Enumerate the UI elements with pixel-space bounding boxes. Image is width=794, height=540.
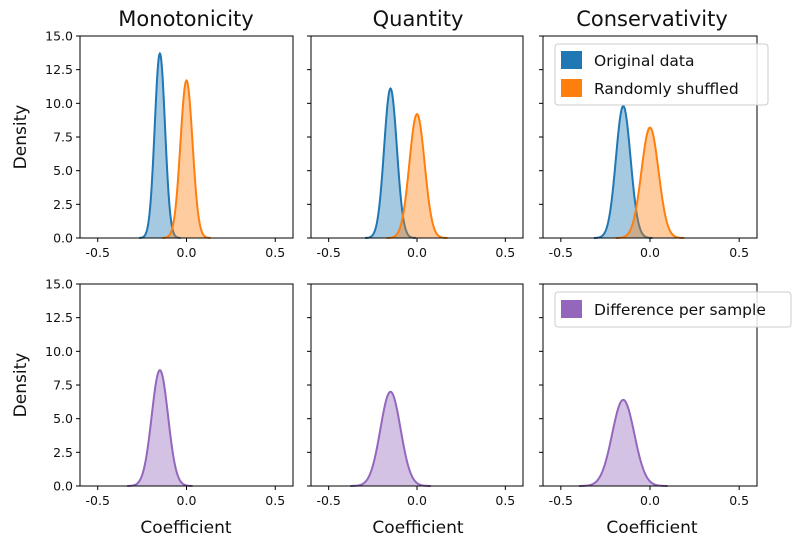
y-tick-label: 15.0 (45, 29, 73, 44)
density-line-shuffled (615, 126, 685, 239)
density-line-original (593, 104, 653, 239)
x-tick-label: 0.5 (265, 493, 285, 508)
x-tick-label: 0.0 (407, 493, 427, 508)
legend-bottom-frame (554, 291, 792, 328)
x-tick-label: 0.5 (729, 493, 749, 508)
panel-r1-c0: -0.5 0.0 0.5 0.0 2.5 5.0 7.5 10.0 12.5 15.0 (45, 277, 294, 508)
density-line-difference (350, 390, 431, 487)
legend-bottom: Difference per sample (554, 291, 792, 328)
density-fill-difference (127, 370, 193, 486)
panel-r1-c1: -0.5 0.0 0.5 (307, 283, 524, 508)
x-tick-label: 0.5 (495, 493, 515, 508)
x-tick-label: 0.0 (177, 493, 197, 508)
y-tick-label: 5.0 (53, 411, 73, 426)
panel-r0-c1: -0.5 0.0 0.5 (307, 35, 524, 260)
x-tick-label: -0.5 (549, 493, 573, 508)
column-title-monotonicity: Monotonicity (118, 7, 253, 31)
y-tick-label: 10.0 (45, 96, 73, 111)
y-tick-label: 12.5 (45, 62, 73, 77)
x-axis-label-col2: Coefficient (372, 518, 463, 538)
y-tick-label: 2.5 (53, 445, 73, 460)
x-tick-label: 0.5 (265, 245, 285, 260)
y-tick-label: 12.5 (45, 310, 73, 325)
x-tick-label: 0.0 (177, 245, 197, 260)
x-tick-label: -0.5 (316, 245, 340, 260)
x-tick-label: 0.0 (407, 245, 427, 260)
x-tick-label: -0.5 (86, 493, 110, 508)
legend-swatch-difference (561, 300, 582, 318)
column-title-quantity: Quantity (373, 7, 464, 31)
density-line-shuffled (386, 112, 448, 239)
y-tick-label: 7.5 (53, 378, 73, 393)
legend-swatch-shuffled (561, 79, 582, 97)
x-tick-label: -0.5 (86, 245, 110, 260)
y-tick-label: 0.0 (53, 231, 73, 246)
x-tick-label: 0.5 (729, 245, 749, 260)
y-tick-label: 0.0 (53, 479, 73, 494)
y-axis-label-top: Density (11, 105, 31, 170)
panel-r1-c2: -0.5 0.0 0.5 (539, 283, 758, 508)
axes-frame (310, 283, 524, 487)
legend-label-shuffled: Randomly shuffled (594, 80, 739, 98)
density-line-original (365, 87, 416, 239)
density-line-shuffled (162, 78, 211, 239)
panel-r0-c0: -0.5 0.0 0.5 0.0 2.5 5.0 7.5 10.0 12.5 15.0 (45, 29, 294, 260)
density-fill-difference (350, 391, 431, 486)
x-axis-label-col3: Coefficient (606, 518, 697, 538)
x-axis-label-col1: Coefficient (140, 518, 231, 538)
y-tick-label: 2.5 (53, 197, 73, 212)
x-tick-label: -0.5 (316, 493, 340, 508)
x-tick-label: 0.5 (495, 245, 515, 260)
panel-r0-c2: -0.5 0.0 0.5 (539, 35, 758, 260)
legend-label-difference: Difference per sample (594, 301, 766, 319)
density-line-difference (579, 398, 668, 487)
x-tick-label: -0.5 (549, 245, 573, 260)
density-fill-original (365, 88, 416, 239)
y-tick-label: 15.0 (45, 277, 73, 292)
density-fill-shuffled (162, 80, 211, 238)
x-tick-label: 0.0 (640, 493, 660, 508)
y-tick-label: 10.0 (45, 344, 73, 359)
x-tick-label: 0.0 (640, 245, 660, 260)
y-axis-label-bottom: Density (11, 353, 31, 418)
density-line-difference (127, 369, 193, 487)
density-fill-original (594, 106, 653, 238)
legend-top-frame (554, 43, 769, 106)
column-title-conservativity: Conservativity (576, 7, 728, 31)
density-fill-shuffled (386, 114, 448, 238)
y-tick-label: 7.5 (53, 130, 73, 145)
y-tick-label: 5.0 (53, 163, 73, 178)
panels: -0.5 0.0 0.5 0.0 2.5 5.0 7.5 10.0 12.5 15.0 -0.5 0.… (45, 29, 758, 508)
density-fill-difference (579, 399, 668, 486)
density-fill-shuffled (615, 127, 685, 238)
legend-top: Original data Randomly shuffled (554, 43, 769, 106)
density-line-original (139, 51, 181, 239)
legend-label-original: Original data (594, 52, 695, 70)
axes-frame (79, 283, 294, 487)
legend-swatch-original (561, 51, 582, 69)
density-fill-original (139, 53, 181, 239)
